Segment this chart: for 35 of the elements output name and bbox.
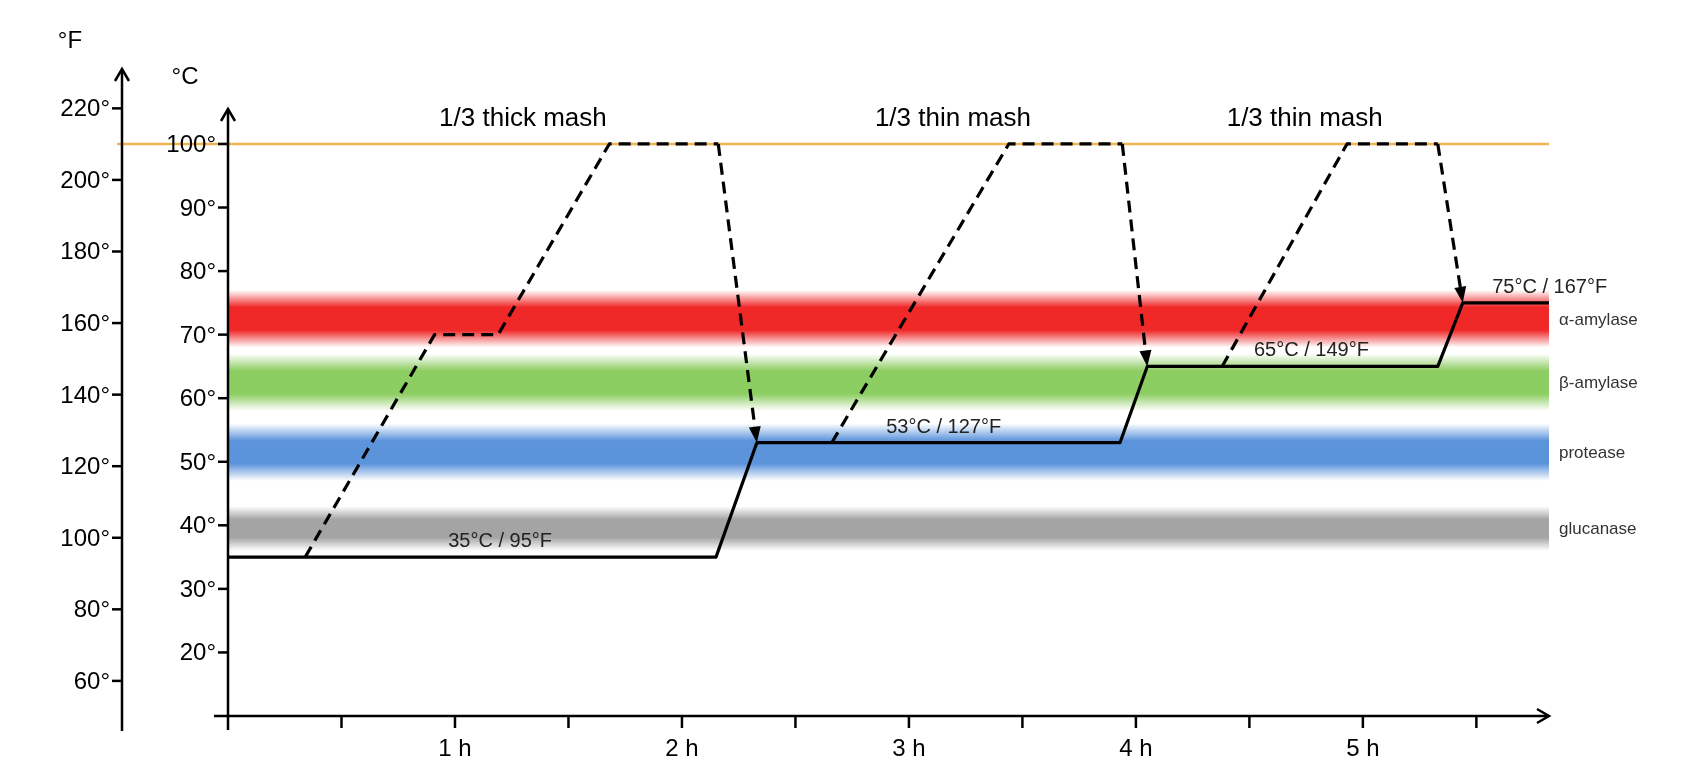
annotation: 1/3 thin mash bbox=[874, 101, 1031, 132]
y2-tick-label: 140° bbox=[60, 380, 110, 408]
annotation: 35°C / 95°F bbox=[448, 529, 552, 552]
y-tick-label: 70° bbox=[179, 320, 216, 348]
band-label: glucanase bbox=[1559, 519, 1637, 539]
annotation: 65°C / 149°F bbox=[1253, 338, 1369, 361]
annotation: 1/3 thin mash bbox=[1226, 101, 1383, 132]
y-tick-label: 30° bbox=[179, 574, 216, 602]
y2-tick-label: 200° bbox=[60, 165, 110, 193]
x-tick-label: 5 h bbox=[1346, 734, 1380, 761]
y-tick-label: 50° bbox=[179, 447, 216, 475]
x-tick-label: 1 h bbox=[438, 734, 472, 761]
y2-axis-title: °F bbox=[57, 26, 83, 53]
x-tick-label: 3 h bbox=[892, 734, 926, 761]
band-label: β-amylase bbox=[1559, 373, 1638, 393]
x-tick-label: 4 h bbox=[1119, 734, 1153, 761]
y-tick-label: 40° bbox=[179, 511, 216, 539]
y-tick-label: 80° bbox=[179, 257, 216, 285]
y2-tick-label: 120° bbox=[60, 452, 110, 480]
y2-tick-label: 80° bbox=[73, 595, 110, 623]
annotation: 1/3 thick mash bbox=[439, 101, 607, 132]
y-axis-title: °C bbox=[171, 62, 199, 89]
annotation: 75°C / 167°F bbox=[1492, 274, 1608, 297]
y2-tick-label: 100° bbox=[60, 523, 110, 551]
y2-tick-label: 220° bbox=[60, 94, 110, 122]
band-label: protease bbox=[1559, 443, 1626, 463]
y-tick-label: 20° bbox=[179, 638, 216, 666]
x-tick-label: 2 h bbox=[665, 734, 699, 761]
y2-tick-label: 180° bbox=[60, 237, 110, 265]
y2-tick-label: 60° bbox=[73, 666, 110, 694]
y-tick-label: 60° bbox=[179, 384, 216, 412]
y-tick-label: 90° bbox=[179, 193, 216, 221]
annotation: 53°C / 127°F bbox=[886, 414, 1002, 437]
y2-tick-label: 160° bbox=[60, 309, 110, 337]
band-label: α-amylase bbox=[1559, 309, 1638, 329]
